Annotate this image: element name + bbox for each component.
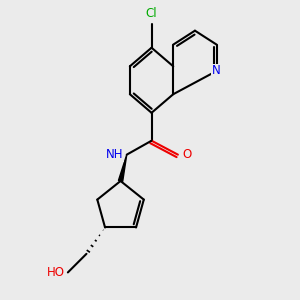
Text: HO: HO bbox=[47, 266, 65, 279]
Text: O: O bbox=[182, 148, 192, 161]
Polygon shape bbox=[118, 154, 127, 182]
Text: NH: NH bbox=[106, 148, 123, 161]
Text: N: N bbox=[212, 64, 221, 77]
Text: Cl: Cl bbox=[146, 7, 158, 20]
